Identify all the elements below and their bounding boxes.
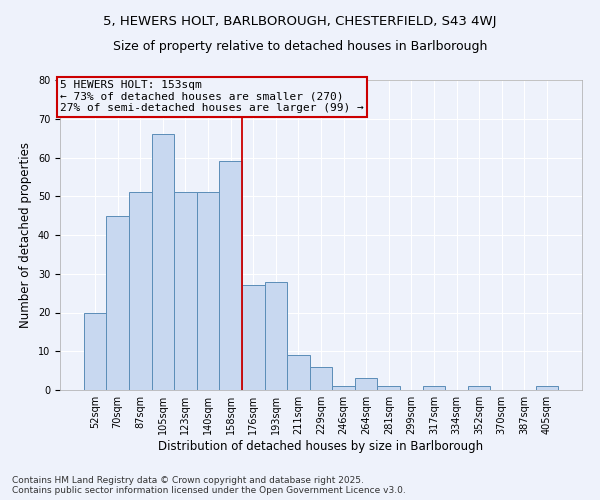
Bar bbox=[265, 282, 287, 390]
Text: 5 HEWERS HOLT: 153sqm
← 73% of detached houses are smaller (270)
27% of semi-det: 5 HEWERS HOLT: 153sqm ← 73% of detached … bbox=[60, 80, 364, 113]
Bar bbox=[174, 192, 197, 390]
Bar bbox=[197, 192, 220, 390]
Bar bbox=[287, 355, 310, 390]
X-axis label: Distribution of detached houses by size in Barlborough: Distribution of detached houses by size … bbox=[158, 440, 484, 453]
Bar bbox=[422, 386, 445, 390]
Bar bbox=[310, 367, 332, 390]
Bar bbox=[129, 192, 152, 390]
Bar bbox=[355, 378, 377, 390]
Bar bbox=[536, 386, 558, 390]
Y-axis label: Number of detached properties: Number of detached properties bbox=[19, 142, 32, 328]
Bar bbox=[106, 216, 129, 390]
Text: 5, HEWERS HOLT, BARLBOROUGH, CHESTERFIELD, S43 4WJ: 5, HEWERS HOLT, BARLBOROUGH, CHESTERFIEL… bbox=[103, 15, 497, 28]
Text: Size of property relative to detached houses in Barlborough: Size of property relative to detached ho… bbox=[113, 40, 487, 53]
Bar bbox=[242, 286, 265, 390]
Bar bbox=[468, 386, 490, 390]
Bar bbox=[84, 312, 106, 390]
Text: Contains HM Land Registry data © Crown copyright and database right 2025.
Contai: Contains HM Land Registry data © Crown c… bbox=[12, 476, 406, 495]
Bar bbox=[152, 134, 174, 390]
Bar bbox=[377, 386, 400, 390]
Bar bbox=[220, 162, 242, 390]
Bar bbox=[332, 386, 355, 390]
